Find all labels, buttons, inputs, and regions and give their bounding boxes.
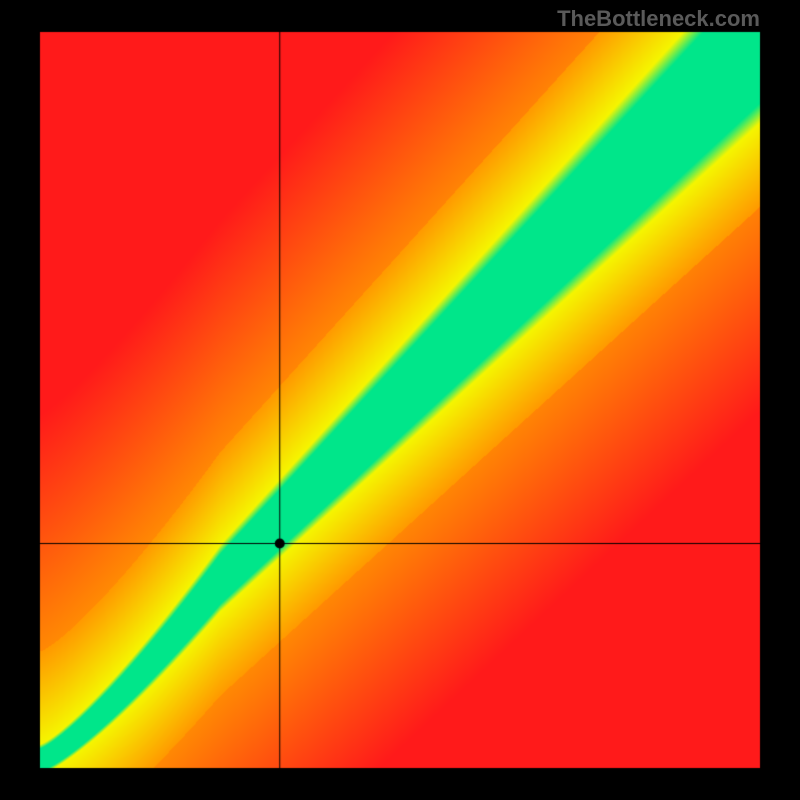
chart-container: TheBottleneck.com [0, 0, 800, 800]
watermark-text: TheBottleneck.com [557, 6, 760, 32]
heatmap-canvas [0, 0, 800, 800]
